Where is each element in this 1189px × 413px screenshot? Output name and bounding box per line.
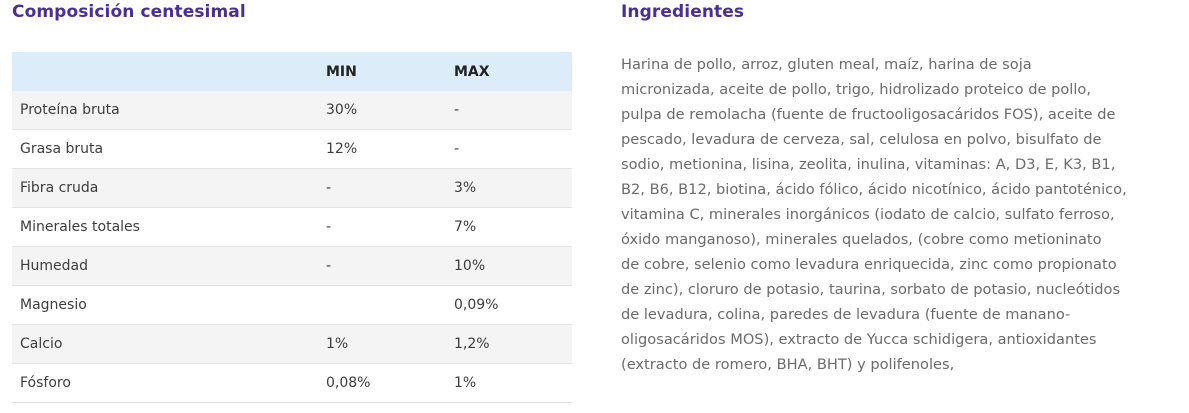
ingredients-line: de levadura, colina, paredes de levadura… [621,306,1071,323]
nutrient-name: Humedad [12,246,326,286]
table-row: Fibra cruda - 3% [12,168,572,208]
ingredients-line: Harina de pollo, arroz, gluten meal, maí… [621,56,1032,73]
table-row: Humedad - 10% [12,246,572,286]
nutrient-max: - [454,129,572,169]
table-row: Fósforo 0,08% 1% [12,363,572,403]
header-min: MIN [326,63,357,80]
nutrient-name: Grasa bruta [12,129,326,169]
ingredients-line: oligosacáridos MOS), extracto de Yucca s… [621,331,1097,348]
table-row: Grasa bruta 12% - [12,129,572,169]
nutrient-min: - [326,246,454,286]
ingredients-line: pulpa de remolacha (fuente de fructoolig… [621,106,1116,123]
nutrient-min: 30% [326,91,454,130]
nutrient-min: - [326,207,454,247]
composition-section: Composición centesimal MIN MAX Proteína … [12,0,572,403]
ingredients-line: óxido manganoso), minerales quelados, (c… [621,231,1102,248]
nutrient-min: 0,08% [326,363,454,403]
header-max: MAX [454,63,490,80]
ingredients-line: sodio, metionina, lisina, zeolita, inuli… [621,156,1116,173]
nutrient-name: Proteína bruta [12,91,326,130]
table-row: Calcio 1% 1,2% [12,324,572,364]
ingredients-text: Harina de pollo, arroz, gluten meal, maí… [621,52,1151,377]
nutrient-max: - [454,91,572,130]
nutrient-max: 10% [454,246,572,286]
ingredients-line: de zinc), cloruro de potasio, taurina, s… [621,281,1121,298]
nutrient-max: 3% [454,168,572,208]
nutrient-min: 12% [326,129,454,169]
ingredients-title: Ingredientes [621,2,745,22]
table-row: Minerales totales - 7% [12,207,572,247]
ingredients-section: Ingredientes Harina de pollo, arroz, glu… [621,0,1151,373]
composition-table: MIN MAX Proteína bruta 30% - Grasa bruta… [12,52,572,403]
nutrient-max: 0,09% [454,285,572,325]
table-row: Proteína bruta 30% - [12,91,572,130]
ingredients-line: pescado, levadura de cerveza, sal, celul… [621,131,1102,148]
header-nutrient [12,52,326,91]
composition-title: Composición centesimal [12,2,246,22]
nutrient-name: Calcio [12,324,326,364]
ingredients-line: B2, B6, B12, biotina, ácido fólico, ácid… [621,181,1127,198]
nutrient-max: 1% [454,363,572,403]
nutrient-max: 1,2% [454,324,572,364]
nutrient-name: Magnesio [12,285,326,325]
nutrient-name: Fósforo [12,363,326,403]
ingredients-line: micronizada, aceite de pollo, trigo, hid… [621,81,1091,98]
nutrient-max: 7% [454,207,572,247]
nutrient-min [326,285,454,325]
nutrient-name: Minerales totales [12,207,326,247]
nutrient-min: - [326,168,454,208]
ingredients-line: (extracto de romero, BHA, BHT) y polifen… [621,356,955,373]
table-row: Magnesio 0,09% [12,285,572,325]
nutrient-min: 1% [326,324,454,364]
ingredients-line: vitamina C, minerales inorgánicos (iodat… [621,206,1115,223]
table-header-row: MIN MAX [12,52,572,91]
nutrient-name: Fibra cruda [12,168,326,208]
ingredients-line: de cobre, selenio como levadura enriquec… [621,256,1117,273]
